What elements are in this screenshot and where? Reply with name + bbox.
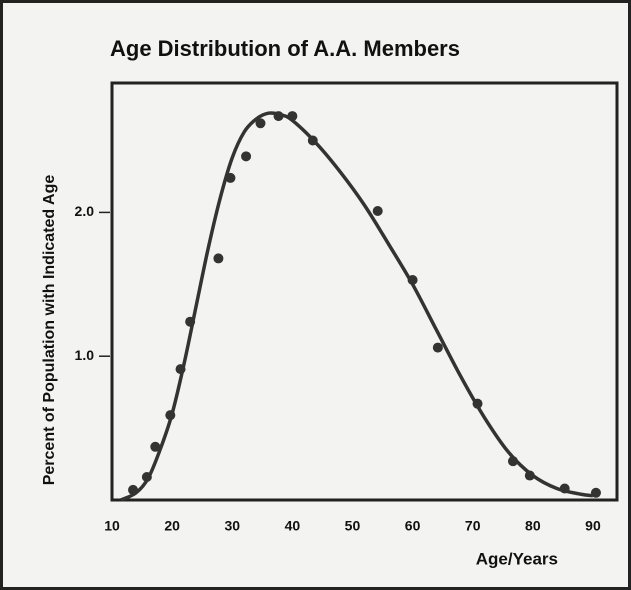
data-point bbox=[241, 151, 252, 162]
data-point bbox=[225, 172, 236, 183]
x-tick-label: 20 bbox=[164, 518, 180, 534]
plot-frame bbox=[110, 81, 619, 502]
data-point bbox=[590, 487, 601, 498]
data-point bbox=[432, 342, 443, 353]
data-point bbox=[175, 364, 186, 375]
data-point bbox=[273, 111, 284, 122]
data-point bbox=[287, 111, 298, 122]
data-point bbox=[150, 441, 161, 452]
y-axis-label: Percent of Population with Indicated Age bbox=[41, 175, 58, 486]
data-point bbox=[372, 205, 383, 216]
x-tick-label: 80 bbox=[525, 518, 541, 534]
fit-curve bbox=[120, 111, 594, 502]
data-point bbox=[507, 456, 518, 467]
data-point bbox=[185, 316, 196, 327]
data-point bbox=[255, 118, 266, 129]
data-point bbox=[407, 274, 418, 285]
x-tick-label: 50 bbox=[345, 518, 361, 534]
x-tick-label: 30 bbox=[224, 518, 240, 534]
data-point bbox=[559, 483, 570, 494]
data-point bbox=[307, 135, 318, 146]
x-tick-label: 40 bbox=[285, 518, 301, 534]
y-tick-label: 2.0 bbox=[75, 203, 95, 219]
data-point bbox=[472, 398, 483, 409]
data-point bbox=[128, 484, 139, 495]
chart-title: Age Distribution of A.A. Members bbox=[110, 36, 460, 61]
data-point bbox=[213, 253, 224, 264]
y-tick-label: 1.0 bbox=[75, 347, 95, 363]
data-point bbox=[165, 410, 176, 421]
data-point bbox=[141, 471, 152, 482]
x-tick-label: 10 bbox=[104, 518, 120, 534]
x-axis-label: Age/Years bbox=[476, 549, 558, 568]
data-point bbox=[524, 470, 535, 481]
x-tick-label: 70 bbox=[465, 518, 481, 534]
x-tick-label: 90 bbox=[585, 518, 601, 534]
x-tick-label: 60 bbox=[405, 518, 421, 534]
